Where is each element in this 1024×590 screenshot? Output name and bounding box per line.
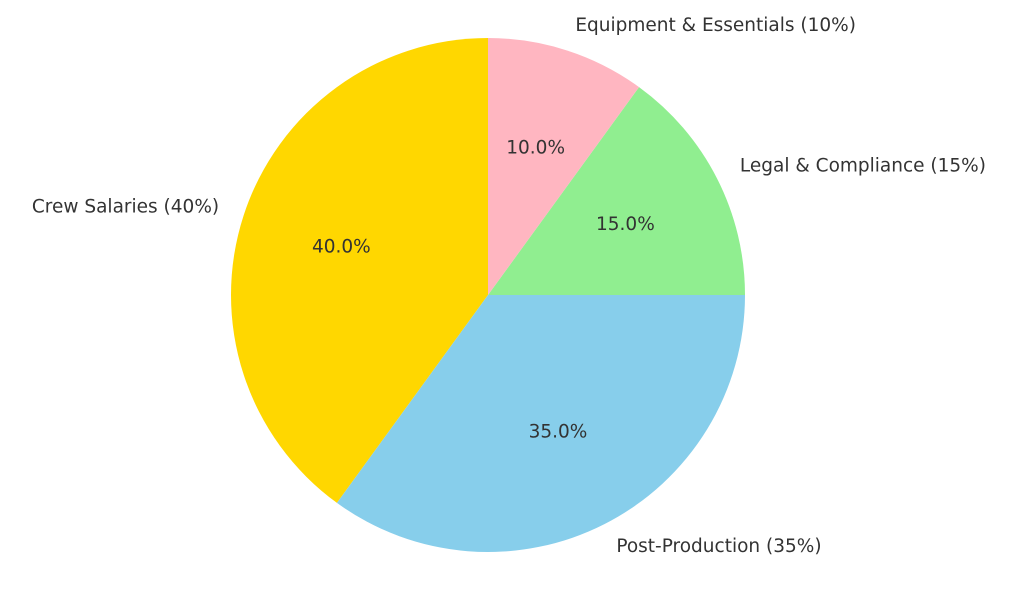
pct-label: 35.0% — [529, 421, 588, 442]
pct-label: 15.0% — [596, 214, 655, 235]
slice-label: Legal & Compliance (15%) — [740, 156, 986, 177]
slice-label: Crew Salaries (40%) — [32, 197, 219, 218]
pie-slice — [336, 295, 745, 552]
pct-label: 40.0% — [312, 236, 371, 257]
pie-slice — [488, 87, 745, 295]
pct-label: 10.0% — [506, 137, 565, 158]
slice-label: Equipment & Essentials (10%) — [575, 15, 856, 36]
slice-label: Post-Production (35%) — [616, 536, 821, 557]
pie-slice — [231, 38, 488, 503]
pie-slice — [488, 38, 640, 295]
